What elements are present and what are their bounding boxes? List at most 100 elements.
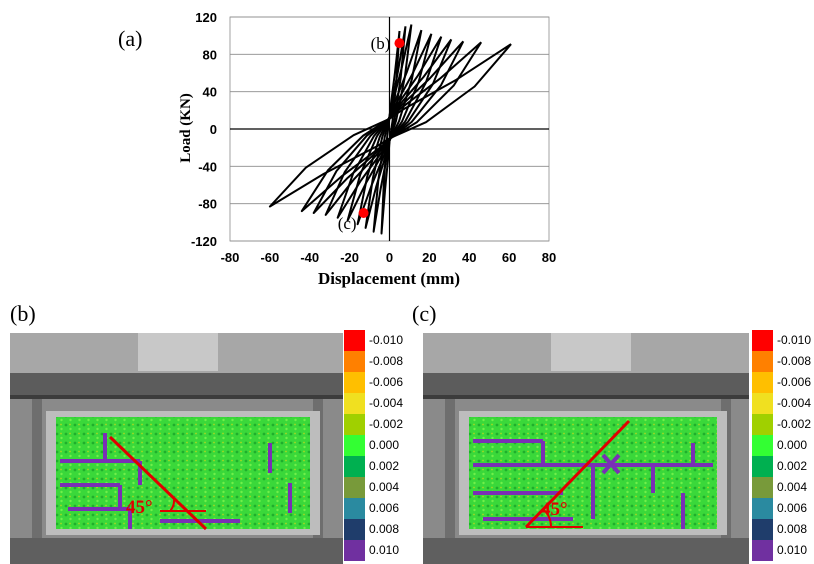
y-tick-label: 80: [203, 47, 217, 62]
scale-entry: -0.010: [344, 330, 404, 351]
scale-entry: -0.004: [344, 393, 404, 414]
scale-label: -0.008: [369, 354, 404, 368]
panel-label-b: (b): [10, 301, 36, 326]
state-marker: [394, 38, 405, 49]
scale-swatch: [752, 435, 773, 456]
scale-label: 0.006: [369, 501, 400, 515]
scale-entry: -0.008: [344, 351, 404, 372]
y-tick-label: 40: [203, 85, 217, 100]
scale-swatch: [752, 414, 773, 435]
scale-label: 0.010: [777, 543, 808, 557]
hysteresis-loop: [312, 40, 465, 214]
y-axis-title: Load (KN): [178, 93, 194, 163]
scale-label: -0.006: [369, 375, 404, 389]
scale-entry: 0.002: [344, 456, 404, 477]
scale-entry: 0.000: [344, 435, 404, 456]
marker-label: (c): [338, 214, 357, 233]
scale-swatch: [344, 498, 365, 519]
window-block: [138, 333, 218, 371]
x-tick-label: 0: [386, 250, 393, 265]
scale-entry: 0.008: [752, 519, 812, 540]
hysteresis-loop: [364, 24, 413, 229]
scale-swatch: [344, 330, 365, 351]
scale-swatch: [344, 519, 365, 540]
hysteresis-loop: [356, 29, 423, 226]
scale-entry: 0.004: [752, 477, 812, 498]
scale-swatch: [344, 372, 365, 393]
hysteresis-loop: [336, 36, 443, 219]
scale-entry: -0.010: [752, 330, 812, 351]
hysteresis-loop: [268, 43, 512, 208]
x-tick-label: 40: [462, 250, 476, 265]
scale-label: -0.008: [777, 354, 812, 368]
y-tick-label: 120: [195, 10, 217, 25]
strain-photo-b: 45°: [10, 333, 343, 564]
scale-entry: 0.004: [344, 477, 404, 498]
scale-label: 0.004: [369, 480, 400, 494]
scale-label: -0.010: [369, 333, 404, 347]
x-tick-label: 80: [542, 250, 556, 265]
x-tick-label: 20: [422, 250, 436, 265]
left-column: [445, 399, 455, 549]
hysteresis-loop: [324, 38, 453, 216]
strain-photo-c: 45°: [423, 333, 749, 564]
scale-label: 0.000: [369, 438, 400, 452]
scale-entry: -0.006: [752, 372, 812, 393]
scale-entry: 0.010: [752, 540, 812, 561]
strain-color-scale-b: -0.010 -0.008 -0.006 -0.004 -0.002 0.000 0.002…: [344, 330, 404, 561]
scale-entry: 0.010: [344, 540, 404, 561]
scale-label: 0.008: [777, 522, 808, 536]
strain-color-scale-c: -0.010 -0.008 -0.006 -0.004 -0.002 0.000 0.002…: [752, 330, 812, 561]
scale-swatch: [752, 498, 773, 519]
y-tick-label: -120: [191, 234, 217, 249]
scale-entry: -0.002: [344, 414, 404, 435]
scale-entry: -0.008: [752, 351, 812, 372]
x-tick-label: -80: [221, 250, 240, 265]
scale-swatch: [752, 456, 773, 477]
hysteresis-loop: [300, 41, 483, 213]
scale-entry: 0.006: [752, 498, 812, 519]
hysteresis-loop: [346, 33, 433, 222]
angle-arc: [169, 498, 176, 512]
x-tick-label: -20: [340, 250, 359, 265]
scale-swatch: [752, 351, 773, 372]
scale-entry: -0.002: [752, 414, 812, 435]
angle-arc: [542, 508, 553, 528]
top-beam: [423, 373, 749, 395]
crack-bands: [473, 439, 713, 529]
scale-label: 0.000: [777, 438, 808, 452]
scale-entry: -0.006: [344, 372, 404, 393]
scale-swatch: [344, 414, 365, 435]
panel-label-a: (a): [118, 26, 143, 51]
scale-swatch: [344, 477, 365, 498]
scale-label: 0.002: [777, 459, 808, 473]
scale-swatch: [752, 393, 773, 414]
scale-swatch: [752, 540, 773, 561]
scale-swatch: [752, 372, 773, 393]
crack-direction-line: [108, 435, 208, 531]
base-beam: [10, 538, 343, 564]
load-displacement-chart: -120 -80 -40 0 40 80 120 -80 -60 -40 -20 0 20 40 60 80 D…: [178, 10, 556, 288]
scale-entry: 0.008: [344, 519, 404, 540]
scale-entry: 0.002: [752, 456, 812, 477]
angle-label: 45°: [541, 499, 568, 520]
scale-entry: 0.006: [344, 498, 404, 519]
scale-swatch: [344, 351, 365, 372]
scale-swatch: [752, 519, 773, 540]
panel-label-c: (c): [412, 301, 437, 326]
scale-label: 0.010: [369, 543, 400, 557]
scale-label: 0.002: [369, 459, 400, 473]
scale-entry: -0.004: [752, 393, 812, 414]
scale-entry: 0.000: [752, 435, 812, 456]
scale-label: -0.006: [777, 375, 812, 389]
scale-label: -0.010: [777, 333, 812, 347]
scale-swatch: [344, 393, 365, 414]
scale-swatch: [752, 330, 773, 351]
left-column: [32, 399, 42, 549]
y-tick-label: -80: [198, 197, 217, 212]
scale-label: 0.006: [777, 501, 808, 515]
scale-swatch: [752, 477, 773, 498]
scale-label: 0.008: [369, 522, 400, 536]
crack-bands: [60, 433, 292, 529]
y-tick-label: -40: [198, 159, 217, 174]
